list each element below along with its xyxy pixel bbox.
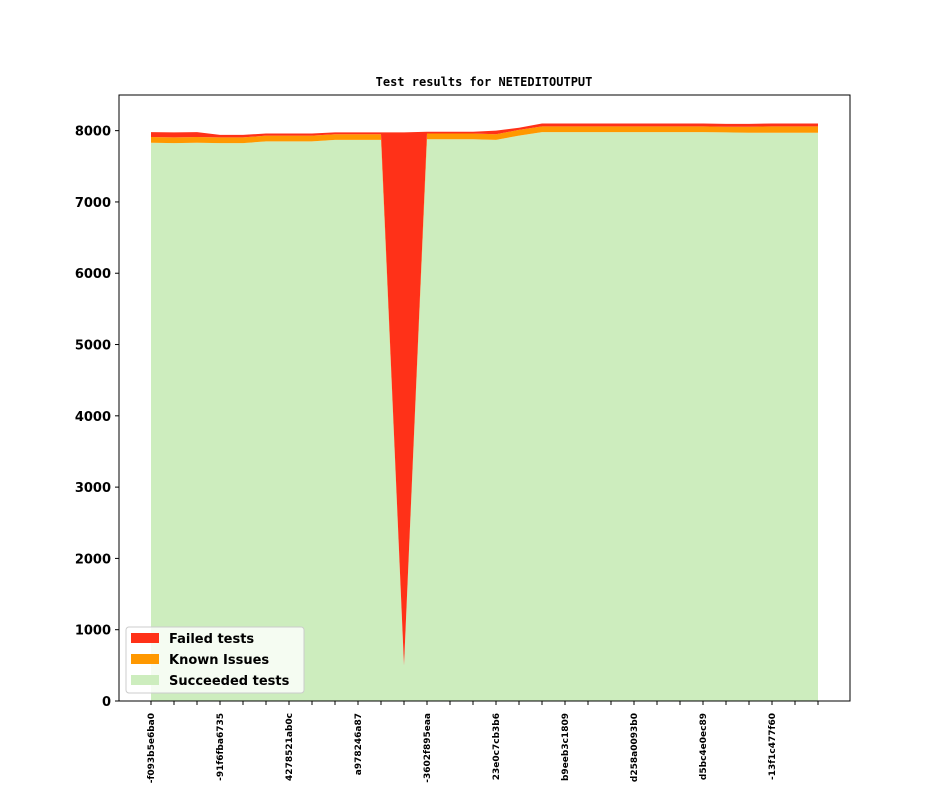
legend-swatch-succeeded [131, 675, 159, 685]
legend-label-succeeded: Succeeded tests [169, 674, 290, 689]
plot-frame [118, 94, 851, 702]
x-tick-label: b9eeb3c1809 [561, 713, 571, 781]
y-tick-label: 2000 [75, 552, 111, 567]
y-tick-label: 1000 [75, 624, 111, 639]
x-tick-label: 4278521ab0c [285, 713, 295, 781]
stacked-areas [151, 123, 818, 701]
x-tick-label: -f093b5e6ba0 [147, 713, 157, 783]
y-tick-label: 7000 [75, 196, 111, 211]
y-tick-label: 0 [102, 695, 111, 710]
x-tick-label: a978246a87 [354, 713, 364, 775]
x-tick-label: -13f1c477f60 [768, 713, 778, 780]
legend: Failed tests Known Issues Succeeded tests [125, 626, 305, 694]
x-tick-label: -3602f895eaa [423, 713, 433, 783]
x-tick-label: d5bc4e0ec89 [699, 713, 709, 780]
y-tick-label: 8000 [75, 125, 111, 140]
legend-swatch-failed [131, 633, 159, 643]
x-tick-label: 23e0c7cb3b6 [492, 713, 502, 780]
legend-label-known: Known Issues [169, 653, 269, 668]
x-tick-label: d258a0093b0 [630, 713, 640, 782]
x-tick-label: -91f6fba6735 [216, 713, 226, 781]
y-tick-label: 5000 [75, 339, 111, 354]
x-axis: -f093b5e6ba0 -91f6fba6735 4278521ab0c a9782… [147, 701, 819, 783]
y-axis: 0 1000 2000 3000 4000 5000 6000 7000 8000 [75, 125, 119, 710]
chart-title: Test results for NETEDITOUTPUT [376, 75, 593, 89]
y-tick-label: 4000 [75, 410, 111, 425]
legend-swatch-known [131, 654, 159, 664]
area-succeeded-tests [151, 132, 818, 701]
legend-box [125, 626, 305, 694]
y-tick-label: 3000 [75, 481, 111, 496]
y-tick-label: 6000 [75, 267, 111, 282]
legend-label-failed: Failed tests [169, 632, 254, 647]
